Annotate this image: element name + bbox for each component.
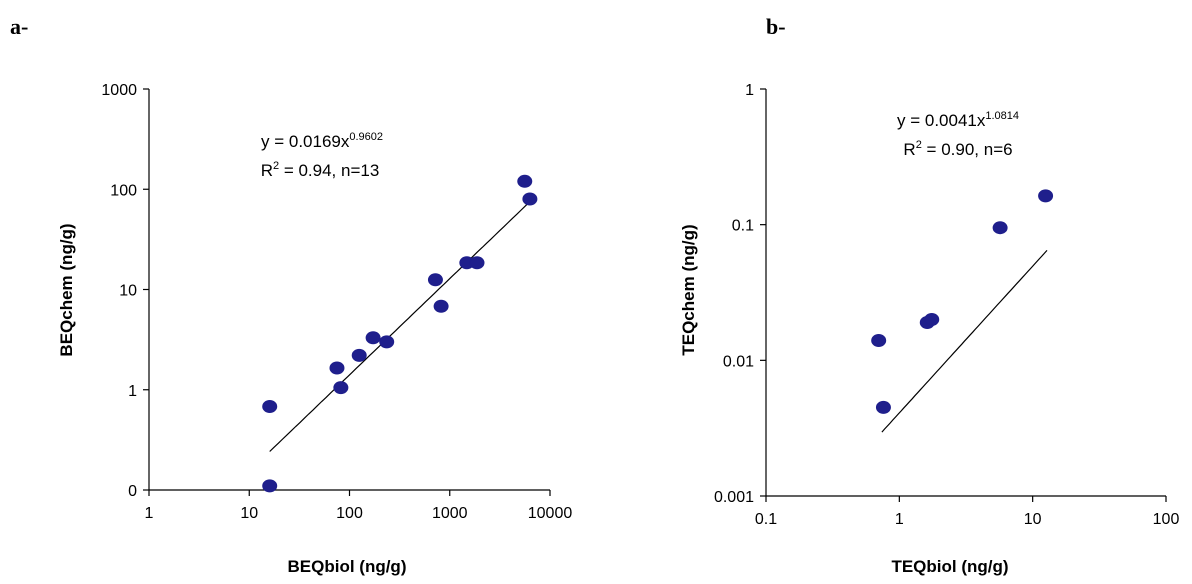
chart-b-ticks: 0.1 1 10 100 0.001 0.01 0.1 1 [714, 82, 1179, 528]
chart-a-y-tick-label: 1 [128, 383, 137, 400]
panel-label-a: a- [10, 14, 29, 39]
chart-b-data-point [992, 221, 1008, 235]
chart-a-data-point [329, 361, 345, 375]
chart-a-fit [269, 201, 531, 452]
chart-a-data-point [262, 400, 278, 414]
chart-b-y-tick-label: 0.1 [732, 218, 754, 235]
chart-b-points [871, 189, 1054, 414]
chart-b-x-tick-label: 0.1 [755, 511, 777, 528]
chart-b-data-point [1038, 189, 1054, 203]
chart-b-trendline [881, 249, 1048, 433]
chart-a-x-tick-label: 10000 [528, 505, 573, 522]
chart-a-data-point [427, 273, 443, 287]
chart-b-xlabel: TEQbiol (ng/g) [891, 557, 1008, 576]
chart-a-data-point [351, 348, 367, 362]
chart-b-x-tick-label: 10 [1024, 511, 1042, 528]
chart-a-y-tick-label: 0 [128, 483, 137, 500]
chart-b-axes [765, 89, 1166, 497]
chart-a-ylabel: BEQchem (ng/g) [57, 223, 76, 356]
chart-a-y-tick-label: 1000 [101, 82, 137, 99]
chart-b-equation: y = 0.0041x1.0814 [897, 110, 1019, 130]
chart-a-y-tick-label: 100 [110, 182, 137, 199]
chart-a-data-point [379, 335, 395, 349]
chart-b-x-tick-label: 100 [1153, 511, 1180, 528]
chart-b-data-point [871, 334, 887, 348]
chart-a-axes [148, 89, 550, 491]
chart-b: 0.1 1 10 100 0.001 0.01 0.1 1 y = 0.0041x1.0814… [679, 82, 1179, 576]
chart-b-r2: R2 = 0.90, n=6 [903, 139, 1012, 159]
chart-b-y-tick-label: 1 [745, 82, 754, 99]
chart-a-equation: y = 0.0169x0.9602 [261, 131, 383, 151]
chart-a-data-point [517, 174, 533, 188]
chart-a-data-point [333, 381, 349, 395]
chart-b-x-tick-label: 1 [895, 511, 904, 528]
chart-a-data-point [262, 479, 278, 493]
chart-a-data-point [522, 192, 538, 206]
chart-a-xlabel: BEQbiol (ng/g) [288, 557, 407, 576]
chart-a-y-tick-label: 10 [119, 283, 137, 300]
chart-a-x-tick-label: 10 [240, 505, 258, 522]
chart-a-data-point [433, 299, 449, 313]
chart-b-data-point [875, 400, 891, 414]
panel-label-b: b- [766, 14, 786, 39]
chart-b-data-point [924, 312, 940, 326]
chart-b-fit [881, 249, 1048, 433]
chart-b-y-tick-label: 0.001 [714, 489, 754, 506]
chart-a-data-point [469, 256, 485, 270]
chart-b-y-tick-label: 0.01 [723, 353, 754, 370]
chart-a-data-point [365, 331, 381, 345]
chart-a-trendline [269, 201, 531, 452]
chart-b-ylabel: TEQchem (ng/g) [679, 224, 698, 355]
chart-a-x-tick-label: 1000 [432, 505, 468, 522]
chart-a-x-tick-label: 100 [336, 505, 363, 522]
chart-a-r2: R2 = 0.94, n=13 [261, 160, 380, 180]
chart-a-points [262, 174, 538, 493]
chart-a-x-tick-label: 1 [145, 505, 154, 522]
